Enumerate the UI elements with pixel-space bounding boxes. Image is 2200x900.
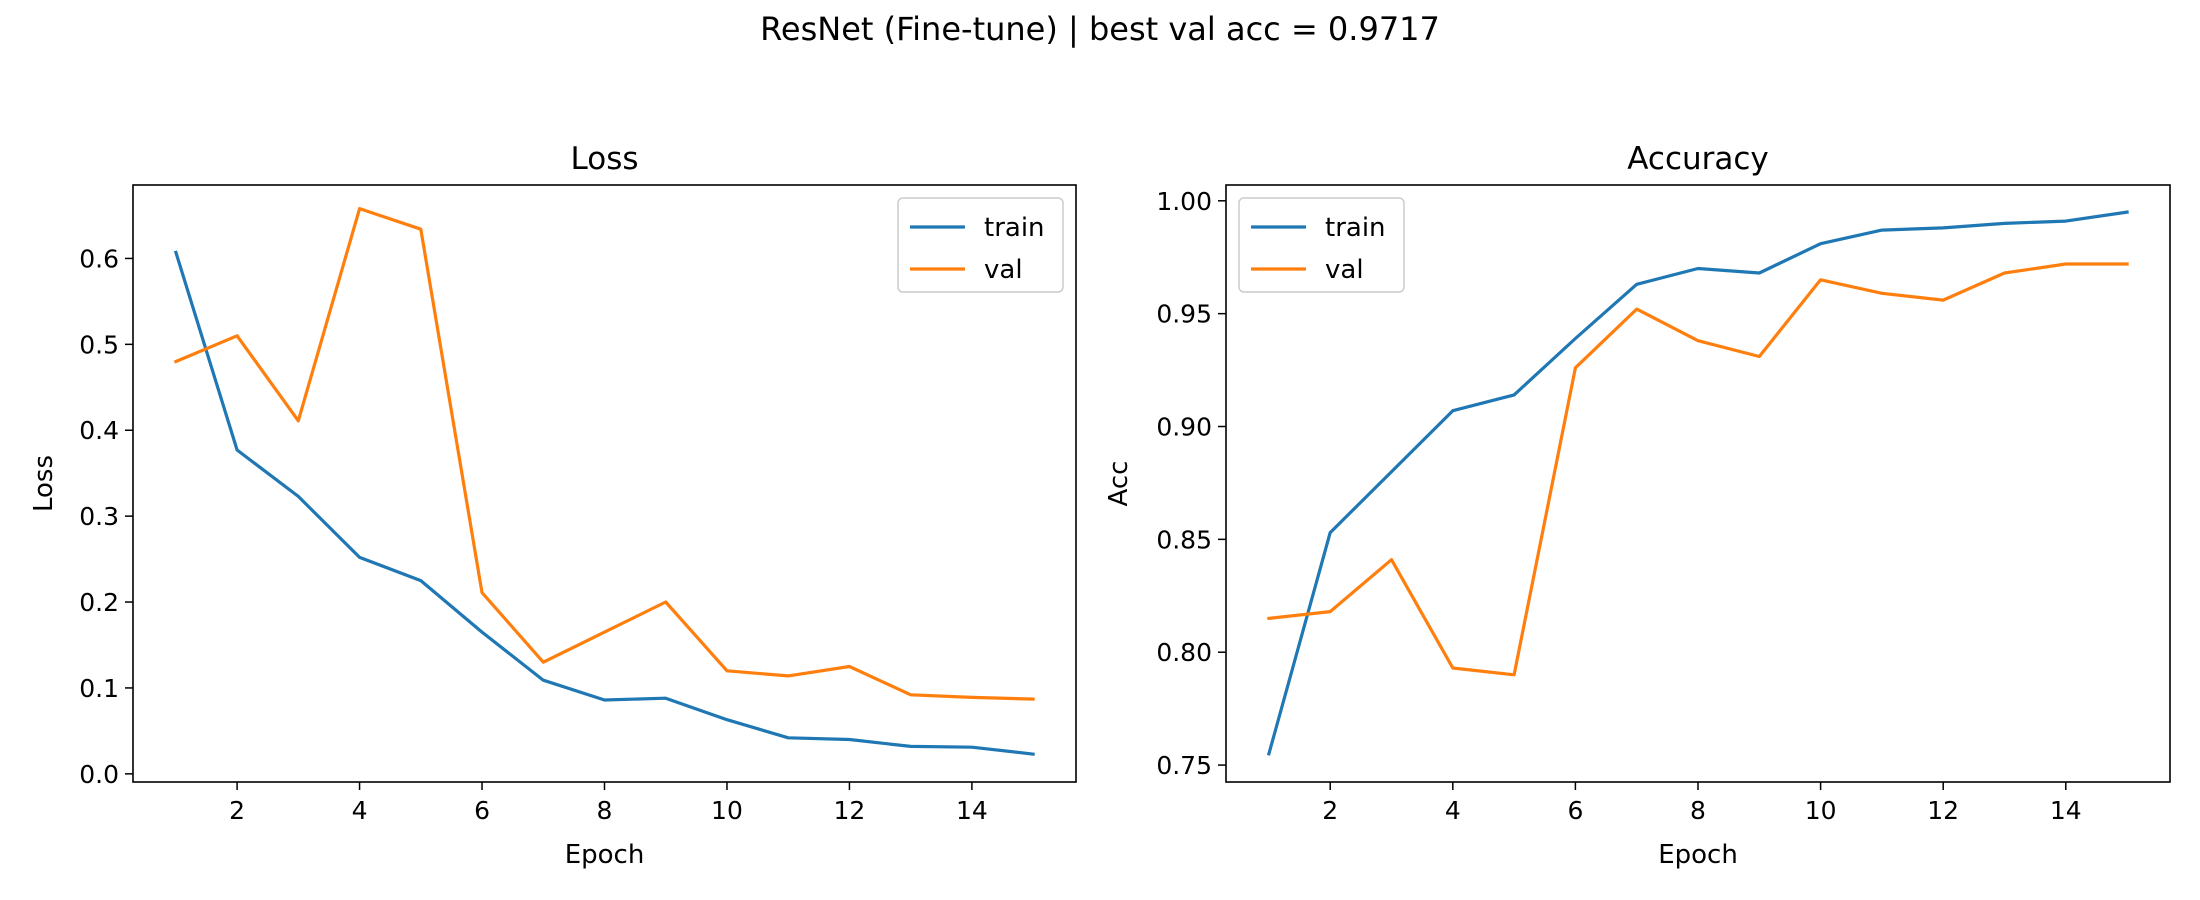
acc-x-axis-label: Epoch [1658,840,1738,870]
acc-x-tick-label: 8 [1690,796,1706,825]
acc-x-tick-label: 2 [1322,796,1338,825]
loss-x-tick-label: 10 [711,796,743,825]
loss-x-tick-label: 14 [956,796,988,825]
acc-series-line-val [1267,262,2129,677]
acc-legend-label-val: val [1325,255,1364,285]
loss-legend-label-val: val [984,255,1023,285]
acc-x-tick-label: 14 [2050,796,2082,825]
figure-title: ResNet (Fine-tune) | best val acc = 0.97… [760,10,1440,48]
loss-x-tick-label: 12 [834,796,866,825]
loss-plot-frame [132,184,1077,783]
acc-y-axis-label: Acc [1104,461,1134,507]
loss-y-axis-label: Loss [29,455,59,512]
loss-x-tick-label: 4 [352,796,368,825]
loss-y-tick-label: 0.3 [79,502,119,531]
acc-y-tick-label: 0.75 [1156,751,1212,780]
loss-series-line-val [173,207,1035,701]
acc-y-tick-label: 0.90 [1156,413,1212,442]
loss-y-tick-label: 0.6 [79,244,119,273]
loss-legend-label-train: train [984,213,1045,243]
loss-chart-title: Loss [571,141,639,177]
acc-series-line-train [1266,210,2129,756]
loss-y-tick-label: 0.1 [79,674,119,703]
acc-y-tick-label: 1.00 [1156,187,1212,216]
loss-y-tick-label: 0.0 [79,760,119,789]
loss-series-line-train [173,250,1035,756]
loss-x-tick-label: 2 [229,796,245,825]
loss-x-axis-label: Epoch [565,840,645,870]
acc-x-tick-label: 10 [1805,796,1837,825]
acc-x-tick-label: 4 [1445,796,1461,825]
loss-y-tick-label: 0.2 [79,588,119,617]
loss-x-tick-label: 8 [597,796,613,825]
acc-y-tick-label: 0.80 [1156,638,1212,667]
acc-chart-title: Accuracy [1627,141,1769,177]
acc-legend-label-train: train [1325,213,1386,243]
acc-x-tick-label: 12 [1927,796,1959,825]
acc-y-tick-label: 0.85 [1156,525,1212,554]
acc-x-tick-label: 6 [1567,796,1583,825]
loss-y-tick-label: 0.4 [79,416,119,445]
loss-y-tick-label: 0.5 [79,330,119,359]
acc-plot-frame [1225,184,2171,783]
acc-y-tick-label: 0.95 [1156,300,1212,329]
loss-x-tick-label: 6 [474,796,490,825]
